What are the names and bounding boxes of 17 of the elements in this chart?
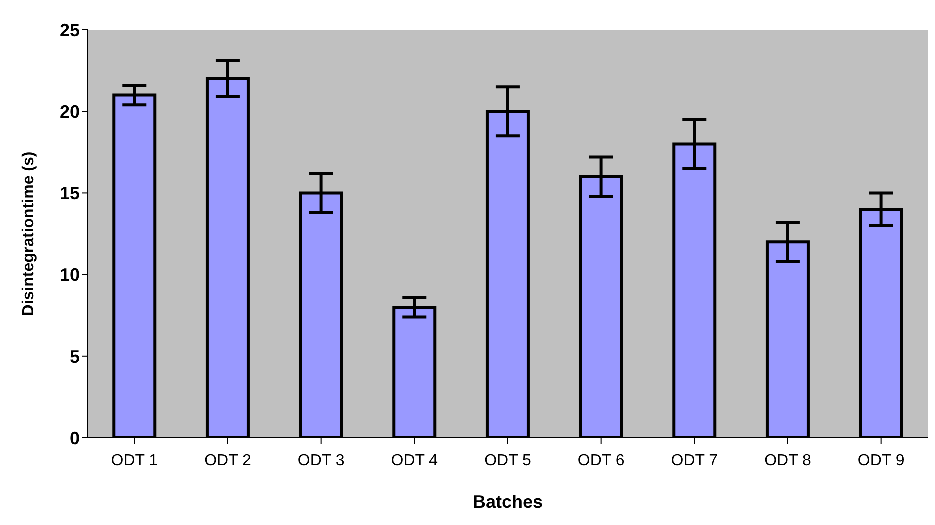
y-tick-label: 5 bbox=[70, 346, 80, 367]
x-tick-label: ODT 1 bbox=[111, 452, 158, 470]
x-tick-label: ODT 8 bbox=[764, 452, 812, 470]
x-tick-label: ODT 4 bbox=[391, 452, 438, 470]
x-tick-label: ODT 5 bbox=[484, 452, 532, 470]
y-axis-title: Disintegrationtime (s) bbox=[20, 152, 38, 316]
y-tick-label: 25 bbox=[60, 20, 80, 40]
x-tick-label: ODT 3 bbox=[298, 452, 345, 470]
y-tick-label: 15 bbox=[60, 184, 80, 204]
x-tick-label: ODT 2 bbox=[204, 452, 252, 470]
x-axis-title: Batches bbox=[472, 492, 544, 512]
x-tick-label: ODT 9 bbox=[858, 452, 905, 470]
x-tick-label: ODT 7 bbox=[671, 452, 718, 470]
x-tick-label: ODT 6 bbox=[578, 452, 625, 470]
y-tick-label: 0 bbox=[70, 428, 80, 448]
y-tick-label: 10 bbox=[60, 265, 80, 286]
y-tick-label: 20 bbox=[60, 102, 80, 122]
